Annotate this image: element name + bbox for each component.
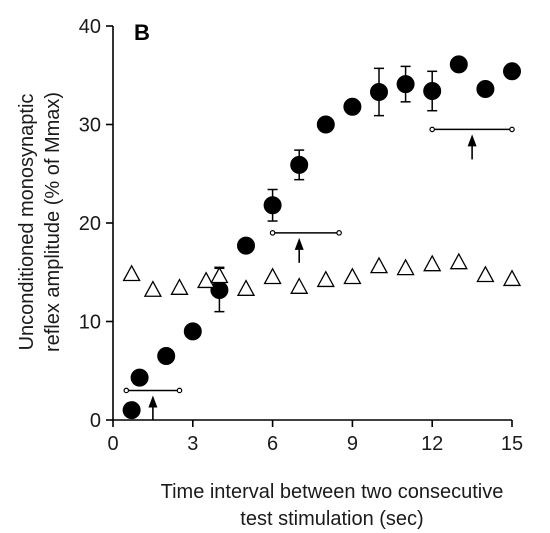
- x-tick-label: 3: [187, 433, 198, 455]
- data-point-filled-circle: [343, 97, 362, 116]
- data-point-filled-circle: [316, 115, 335, 134]
- x-tick-label: 6: [267, 433, 278, 455]
- data-point-open-triangle: [143, 280, 162, 297]
- data-point-open-triangle: [236, 279, 256, 296]
- y-axis-title-line-1: Unconditioned monosynaptic: [16, 94, 38, 351]
- data-point-open-triangle: [449, 252, 468, 270]
- range-bar-end-cap: [336, 230, 342, 236]
- data-point-open-triangle: [122, 264, 141, 282]
- range-marker-group: [123, 126, 515, 421]
- x-tick-label: 9: [347, 433, 358, 455]
- data-point-filled-circle: [290, 155, 309, 174]
- data-point-filled-circle: [263, 196, 282, 215]
- data-point-filled-circle: [237, 236, 255, 255]
- data-point-open-triangle: [423, 254, 442, 272]
- data-point-filled-circle: [130, 368, 149, 387]
- data-point-filled-circle: [122, 401, 141, 420]
- data-point-open-triangle: [476, 265, 495, 283]
- y-axis-title-line-2: reflex amplitude (% of Mmax): [42, 92, 64, 352]
- data-point-filled-circle: [503, 62, 521, 81]
- data-point-open-triangle: [263, 267, 282, 285]
- data-point-filled-circle: [157, 346, 176, 365]
- up-arrow-head: [148, 395, 158, 408]
- x-tick-label: 0: [107, 433, 118, 455]
- data-point-filled-circle: [423, 82, 442, 101]
- data-point-open-triangle: [290, 277, 309, 294]
- y-tick-label: 40: [79, 16, 101, 38]
- tick-group: 0 3 6 9 12 15 0 10 20 30 40: [79, 16, 523, 455]
- data-point-filled-circle: [183, 322, 202, 341]
- x-tick-label: 15: [501, 433, 523, 455]
- data-point-open-triangle: [396, 258, 415, 276]
- data-point-open-triangle: [369, 256, 389, 274]
- data-point-open-triangle: [210, 266, 229, 284]
- data-point-filled-circle: [449, 55, 468, 74]
- up-arrow-head: [294, 237, 304, 250]
- y-tick-label: 0: [90, 410, 101, 432]
- range-bar-start-cap: [123, 387, 130, 394]
- data-point-open-triangle: [316, 270, 335, 288]
- y-tick-label: 10: [79, 312, 101, 334]
- range-bar-start-cap: [429, 126, 436, 133]
- range-bar-start-cap: [269, 230, 276, 236]
- y-tick-label: 20: [79, 213, 101, 235]
- data-point-filled-circle: [370, 82, 388, 101]
- data-point-open-triangle: [170, 278, 189, 295]
- range-bar-end-cap: [176, 387, 183, 394]
- up-arrow-head: [467, 134, 477, 147]
- data-point-filled-circle: [396, 75, 415, 94]
- data-point-open-triangle: [197, 271, 216, 289]
- x-tick-label: 12: [421, 433, 443, 455]
- data-point-group: [122, 55, 522, 420]
- data-point-open-triangle: [343, 267, 362, 285]
- x-axis-title-line-1: Time interval between two consecutive: [161, 481, 504, 503]
- x-axis-title-line-2: test stimulation (sec): [240, 508, 423, 530]
- y-tick-label: 30: [79, 115, 101, 137]
- data-point-filled-circle: [476, 80, 495, 99]
- data-point-open-triangle: [502, 269, 522, 287]
- panel-label: B: [134, 20, 150, 45]
- range-bar-end-cap: [509, 126, 515, 133]
